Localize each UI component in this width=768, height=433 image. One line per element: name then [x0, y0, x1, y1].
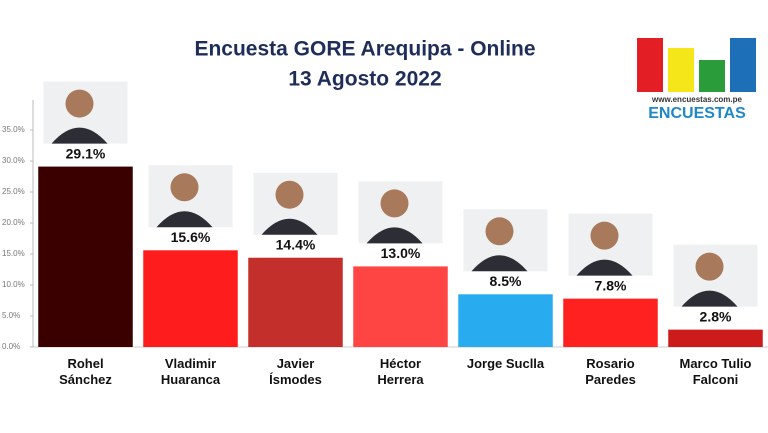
x-tick-label: Jorge Suclla: [466, 356, 545, 371]
y-tick-label: 20.0%: [2, 218, 25, 227]
value-label: 7.8%: [595, 277, 627, 293]
y-tick-label: 25.0%: [2, 187, 25, 196]
bar: [563, 298, 658, 347]
y-tick-label: 0.0%: [2, 342, 20, 351]
candidate-photo: [148, 165, 233, 228]
bar: [248, 257, 343, 347]
value-label: 14.4%: [276, 236, 316, 252]
candidate-photo: [43, 81, 128, 144]
logo: www.encuestas.com.pe ENCUESTAS: [637, 38, 756, 122]
x-tick-label: Rosario Paredes: [585, 356, 636, 387]
x-tick-label: Marco Tulio Falconi: [679, 356, 752, 387]
candidate-photo: [358, 181, 443, 244]
x-tick-label: Vladimir Huaranca: [160, 356, 221, 387]
y-tick-label: 30.0%: [2, 156, 25, 165]
y-tick-label: 5.0%: [2, 311, 20, 320]
x-tick-label: Rohel Sánchez: [59, 356, 112, 387]
logo-url: www.encuestas.com.pe: [651, 95, 743, 104]
logo-name: ENCUESTAS: [648, 105, 746, 122]
value-label: 15.6%: [171, 229, 211, 245]
chart-subtitle: 13 Agosto 2022: [288, 68, 441, 91]
bar: [668, 329, 763, 347]
candidate-photo: [673, 244, 758, 307]
value-label: 29.1%: [66, 145, 106, 161]
value-label: 2.8%: [700, 308, 732, 324]
bar: [143, 250, 238, 347]
value-label: 8.5%: [490, 273, 522, 289]
y-tick-label: 10.0%: [2, 280, 25, 289]
candidate-photo: [463, 209, 548, 272]
bar: [38, 166, 133, 347]
x-tick-label: Javier Ísmodes: [269, 356, 322, 387]
y-tick-label: 15.0%: [2, 249, 25, 258]
bar: [353, 266, 448, 347]
y-tick-label: 35.0%: [2, 125, 25, 134]
candidate-photo: [253, 172, 338, 235]
x-tick-label: Héctor Herrera: [377, 356, 424, 387]
bar: [458, 294, 553, 347]
chart-title: Encuesta GORE Arequipa - Online: [194, 38, 535, 61]
value-label: 13.0%: [381, 245, 421, 261]
candidate-photo: [568, 213, 653, 276]
